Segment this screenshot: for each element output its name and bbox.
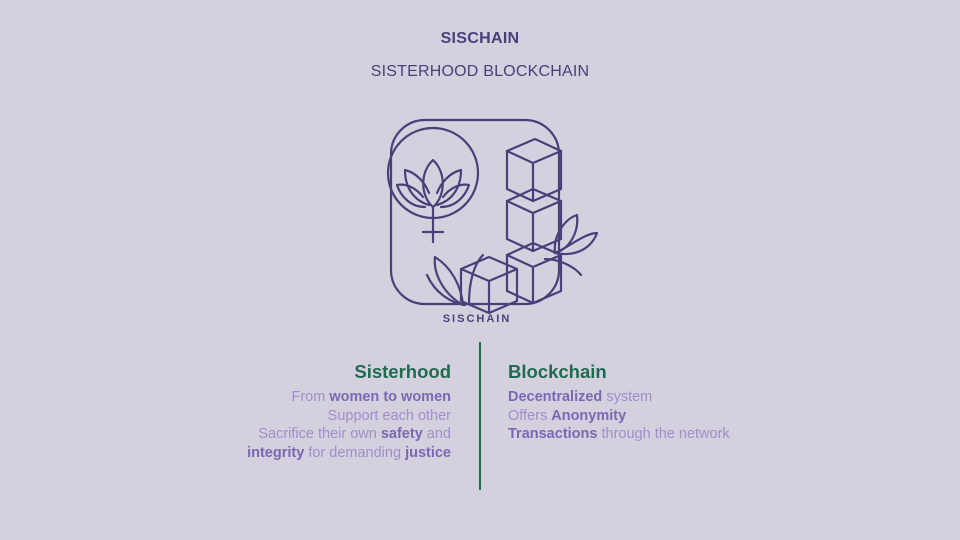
sisterhood-line-4: integrity for demanding justice [247, 444, 451, 463]
text: and [422, 426, 451, 442]
lotus-icon [395, 158, 471, 209]
sisterhood-heading: Sisterhood [354, 361, 451, 382]
sisterhood-line-1: From women to women [247, 388, 451, 407]
leaf-icon [543, 213, 599, 277]
text: Offers [508, 407, 552, 424]
blockchain-line-1: Decentralized system [508, 388, 730, 407]
emphasis: Decentralized [508, 389, 603, 405]
sisterhood-section: Sisterhood From women to women Support e… [247, 360, 451, 462]
emphasis: safety [380, 426, 423, 442]
text: system [602, 389, 653, 405]
text: for demanding [304, 444, 406, 461]
blockchain-line-2: Offers Anonymity [508, 407, 730, 426]
page-title: SISCHAIN [440, 30, 520, 47]
text: From [291, 389, 330, 405]
text: through the network [597, 426, 730, 442]
stacked-cubes-icon [459, 137, 563, 315]
blockchain-section: Blockchain Decentralized system Offers A… [508, 360, 730, 444]
emphasis: justice [405, 444, 451, 461]
sisterhood-line-3: Sacrifice their own safety and [247, 425, 451, 444]
emphasis: integrity [247, 444, 305, 461]
logo-circle [386, 126, 480, 220]
page-subtitle: SISTERHOOD BLOCKCHAIN [370, 63, 590, 80]
emphasis: Anonymity [551, 407, 627, 424]
blockchain-line-3: Transactions through the network [508, 425, 730, 444]
sisterhood-line-2: Support each other [247, 407, 451, 426]
sischain-logo: SISCHAIN [386, 118, 599, 325]
center-divider [479, 342, 481, 490]
leaf-icon [425, 253, 485, 307]
logo-frame [389, 118, 561, 306]
text: Support each other [327, 407, 451, 424]
emphasis: women to women [329, 389, 451, 405]
blockchain-heading: Blockchain [508, 361, 607, 382]
logo-wordmark: SISCHAIN [443, 313, 512, 325]
emphasis: Transactions [508, 426, 598, 442]
venus-symbol-icon [421, 205, 445, 244]
text: Sacrifice their own [258, 426, 381, 442]
